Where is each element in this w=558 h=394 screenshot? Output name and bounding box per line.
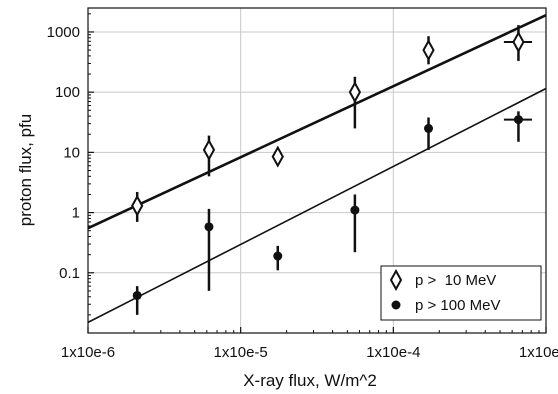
y-tick-label: 1000 bbox=[47, 24, 80, 41]
data-point-10mev bbox=[271, 145, 284, 168]
legend: p > 10 MeV p > 100 MeV bbox=[380, 265, 542, 321]
data-point-100mev bbox=[204, 222, 214, 232]
legend-diamond-icon bbox=[389, 268, 403, 292]
y-tick-label: 1 bbox=[72, 205, 80, 222]
legend-label-100mev: p > 100 MeV bbox=[415, 297, 500, 314]
fit-line bbox=[87, 87, 547, 324]
y-axis-title: proton flux, pfu bbox=[16, 114, 35, 226]
data-point-100mev bbox=[350, 205, 360, 215]
data-point-10mev bbox=[348, 81, 362, 104]
x-axis-title: X-ray flux, W/m^2 bbox=[243, 371, 377, 390]
data-point-10mev bbox=[422, 39, 435, 62]
x-tick-label: 1x10e-5 bbox=[214, 344, 268, 361]
data-point-100mev bbox=[132, 290, 142, 300]
fit-line bbox=[87, 13, 547, 230]
x-tick-label: 1x10e-3 bbox=[519, 344, 558, 361]
y-tick-label: 100 bbox=[55, 84, 80, 101]
data-point-10mev bbox=[202, 138, 216, 161]
data-point-100mev bbox=[273, 251, 283, 261]
x-tick-label: 1x10e-4 bbox=[366, 344, 420, 361]
legend-box bbox=[380, 265, 542, 321]
legend-dot-icon bbox=[391, 300, 401, 310]
x-tick-label: 1x10e-6 bbox=[61, 344, 115, 361]
data-point-10mev bbox=[131, 194, 144, 217]
data-point-100mev bbox=[424, 123, 434, 133]
y-tick-label: 0.1 bbox=[59, 265, 80, 282]
data-point-100mev bbox=[513, 115, 523, 125]
legend-label-10mev: p > 10 MeV bbox=[415, 272, 496, 289]
y-tick-label: 10 bbox=[63, 144, 80, 161]
data-point-10mev bbox=[512, 30, 525, 54]
